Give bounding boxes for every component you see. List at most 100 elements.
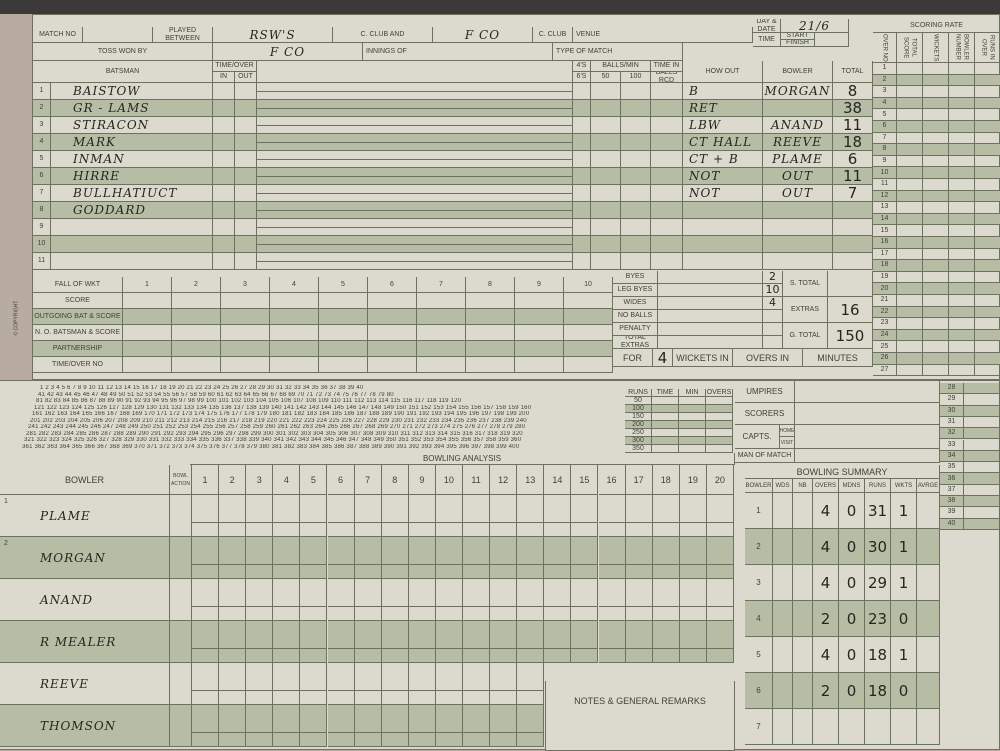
- over-cell[interactable]: [490, 523, 518, 537]
- batsman-total[interactable]: 8: [833, 83, 873, 100]
- over-cell[interactable]: [381, 579, 409, 607]
- milestone-cell[interactable]: [652, 421, 679, 429]
- scoring-rate-cell[interactable]: [975, 86, 1000, 98]
- summary-runs[interactable]: 29: [865, 565, 891, 601]
- scoring-rate-cell[interactable]: [964, 439, 1000, 451]
- scoring-rate-cell[interactable]: [923, 248, 949, 261]
- over-cell[interactable]: [571, 621, 599, 649]
- scoring-rate-cell[interactable]: [949, 318, 975, 330]
- time-in-cell[interactable]: [213, 253, 235, 270]
- over-cell[interactable]: [192, 733, 220, 747]
- scoring-rate-cell[interactable]: [975, 283, 1000, 295]
- over-cell[interactable]: [381, 523, 409, 537]
- over-cell[interactable]: [652, 649, 680, 663]
- over-cell[interactable]: [544, 523, 572, 537]
- over-cell[interactable]: [192, 579, 220, 607]
- over-cell[interactable]: [192, 705, 220, 733]
- over-cell[interactable]: [435, 607, 463, 621]
- scoring-rate-cell[interactable]: [897, 109, 923, 121]
- over-cell[interactable]: [300, 705, 328, 733]
- summary-wds[interactable]: [773, 493, 793, 529]
- over-cell[interactable]: [192, 607, 220, 621]
- over-cell[interactable]: [435, 733, 463, 747]
- bowler-name[interactable]: Reeve: [0, 663, 170, 705]
- summary-wds[interactable]: [773, 565, 793, 601]
- over-cell[interactable]: [219, 691, 247, 705]
- time-out-cell[interactable]: [235, 151, 257, 168]
- over-cell[interactable]: [679, 607, 707, 621]
- time-in-cell[interactable]: [213, 83, 235, 100]
- milestone-cell[interactable]: [679, 445, 706, 453]
- bowler-cell[interactable]: [763, 202, 833, 219]
- scoring-rate-cell[interactable]: [897, 260, 923, 272]
- scoring-rate-cell[interactable]: [897, 144, 923, 156]
- over-cell[interactable]: [381, 607, 409, 621]
- how-out-cell[interactable]: Not: [683, 185, 763, 202]
- g-total-value[interactable]: 150: [828, 323, 873, 349]
- scoring-rate-cell[interactable]: [897, 237, 923, 249]
- over-cell[interactable]: [625, 565, 653, 579]
- strokes-row[interactable]: [257, 219, 573, 228]
- scoring-rate-cell[interactable]: [975, 63, 1000, 75]
- milestone-cell[interactable]: [652, 405, 679, 413]
- summary-wds[interactable]: [773, 637, 793, 673]
- over-cell[interactable]: [192, 649, 220, 663]
- scoring-rate-cell[interactable]: [949, 97, 975, 110]
- summary-wkts[interactable]: 0: [891, 601, 917, 637]
- fall-of-wkt-cell[interactable]: [319, 293, 368, 309]
- over-cell[interactable]: [435, 705, 463, 733]
- bowler-name[interactable]: Anand: [0, 579, 170, 621]
- summary-overs[interactable]: 4: [813, 493, 839, 529]
- batsman-name[interactable]: Mark: [51, 134, 213, 151]
- milestone-cell[interactable]: [706, 405, 733, 413]
- fall-of-wkt-cell[interactable]: [515, 325, 564, 341]
- fall-of-wkt-cell[interactable]: [466, 341, 515, 357]
- over-cell[interactable]: [571, 495, 599, 523]
- over-cell[interactable]: [246, 565, 274, 579]
- scoring-rate-cell[interactable]: [923, 86, 949, 98]
- over-cell[interactable]: [192, 691, 220, 705]
- over-cell[interactable]: [300, 649, 328, 663]
- over-cell[interactable]: [463, 579, 491, 607]
- over-cell[interactable]: [354, 579, 382, 607]
- run-tally-row[interactable]: 161 162 163 164 165 166 167 168 169 170 …: [32, 411, 530, 417]
- summary-mdns[interactable]: [839, 709, 865, 745]
- batsman-name[interactable]: [51, 236, 213, 253]
- over-cell[interactable]: [517, 733, 545, 747]
- over-cell[interactable]: [571, 565, 599, 579]
- how-out-cell[interactable]: [683, 236, 763, 253]
- scoring-rate-cell[interactable]: [897, 121, 923, 133]
- summary-nb[interactable]: [793, 565, 813, 601]
- scoring-rate-cell[interactable]: [949, 248, 975, 261]
- time-field[interactable]: [815, 33, 849, 47]
- over-cell[interactable]: [706, 579, 734, 607]
- strokes-row[interactable]: [257, 159, 573, 168]
- fall-of-wkt-cell[interactable]: [172, 293, 221, 309]
- over-cell[interactable]: [679, 523, 707, 537]
- scoring-rate-cell[interactable]: [949, 306, 975, 319]
- strokes-row[interactable]: [257, 236, 573, 245]
- batsman-total[interactable]: 18: [833, 134, 873, 151]
- over-cell[interactable]: [652, 537, 680, 565]
- over-cell[interactable]: [598, 565, 626, 579]
- over-cell[interactable]: [571, 607, 599, 621]
- scoring-rate-cell[interactable]: [949, 213, 975, 226]
- over-cell[interactable]: [354, 663, 382, 691]
- batsman-name[interactable]: [51, 253, 213, 270]
- fall-of-wkt-cell[interactable]: [466, 325, 515, 341]
- strokes-row[interactable]: [257, 117, 573, 126]
- how-out-cell[interactable]: [683, 202, 763, 219]
- over-cell[interactable]: [435, 495, 463, 523]
- scoring-rate-cell[interactable]: [949, 271, 975, 284]
- scoring-rate-cell[interactable]: [923, 155, 949, 168]
- extras-value[interactable]: 2: [763, 271, 783, 284]
- bowler-cell[interactable]: Anand: [763, 117, 833, 134]
- scoring-rate-cell[interactable]: [897, 86, 923, 98]
- over-cell[interactable]: [327, 621, 355, 649]
- how-out-cell[interactable]: [683, 253, 763, 270]
- over-cell[interactable]: [408, 649, 436, 663]
- bowler-cell[interactable]: Reeve: [763, 134, 833, 151]
- over-cell[interactable]: [219, 733, 247, 747]
- scoring-rate-cell[interactable]: [949, 132, 975, 145]
- over-cell[interactable]: [300, 691, 328, 705]
